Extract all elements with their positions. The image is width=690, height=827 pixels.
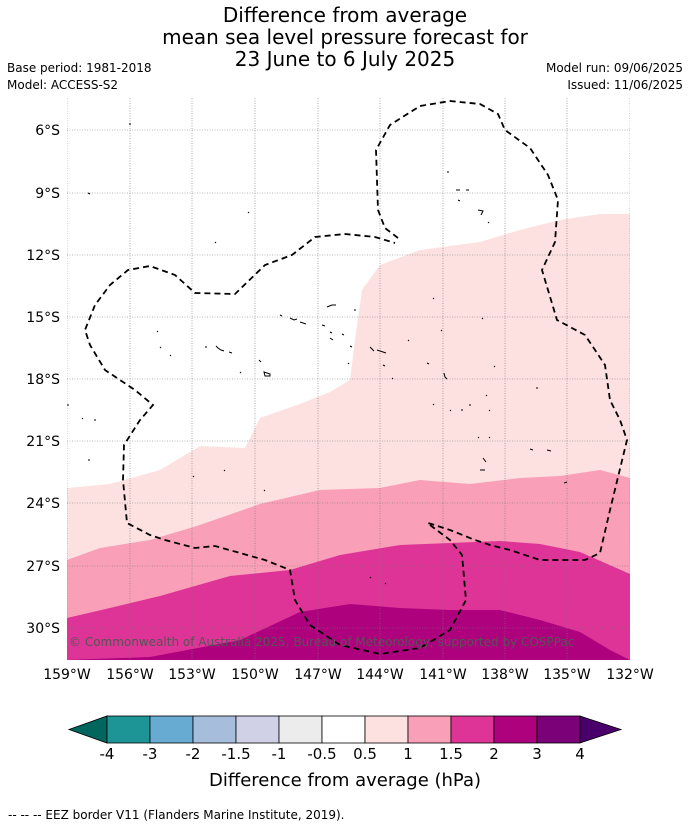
lat-tick-label: 30°S: [26, 621, 60, 637]
longitude-labels: 159°W 156°W 153°W 150°W 147°W 144°W 141°W 138°W…: [43, 667, 654, 683]
colorbar-segment: [235, 715, 280, 744]
lon-tick-label: 156°W: [106, 667, 154, 683]
colorbar-segment: [321, 715, 366, 744]
model-name: Model: ACCESS-S2: [7, 78, 119, 92]
colorbar-title: Difference from average (hPa): [208, 770, 482, 791]
colorbar-tick-label: 2: [489, 745, 499, 763]
colorbar-tick-label: -2: [185, 745, 201, 763]
band-2-to-3: [67, 604, 630, 660]
issued-date: Issued: 11/06/2025: [567, 78, 683, 92]
colorbar-segment: [149, 715, 194, 744]
colorbar-tick-label: -1.5: [221, 745, 251, 763]
eez-borders: [84, 100, 628, 655]
colorbar-segment: [364, 715, 409, 744]
title-line-2: mean sea level pressure forecast for: [162, 25, 528, 49]
lat-tick-label: 6°S: [35, 123, 60, 139]
lat-tick-label: 24°S: [26, 496, 60, 512]
map-body: © Commonwealth of Australia 2025, Bureau…: [67, 98, 630, 660]
colorbar-over-arrow: [579, 715, 623, 744]
colorbar-segment: [450, 715, 495, 744]
islands: [67, 123, 568, 585]
colorbar-segment: [278, 715, 323, 744]
colorbar-tick-label: -4: [99, 745, 115, 763]
lon-tick-label: 138°W: [481, 667, 529, 683]
colorbar: [67, 715, 623, 744]
colorbar-segment: [407, 715, 452, 744]
lon-tick-label: 144°W: [356, 667, 404, 683]
colorbar-tick-label: 4: [575, 745, 585, 763]
title-line-3: 23 June to 6 July 2025: [234, 47, 456, 71]
base-period: Base period: 1981-2018: [7, 61, 152, 75]
lat-tick-label: 15°S: [26, 310, 60, 326]
colorbar-segment: [536, 715, 581, 744]
colorbar-under-arrow: [67, 715, 108, 744]
colorbar-segment: [192, 715, 237, 744]
colorbar-segment: [493, 715, 538, 744]
colorbar-tick-label: 3: [532, 745, 542, 763]
lat-tick-label: 18°S: [26, 372, 60, 388]
lat-tick-label: 12°S: [26, 248, 60, 264]
copyright-notice: © Commonwealth of Australia 2025, Bureau…: [69, 635, 574, 649]
lon-tick-label: 147°W: [294, 667, 342, 683]
colorbar-tick-label: 1: [403, 745, 413, 763]
latitude-labels: 6°S 9°S 12°S 15°S 18°S 21°S 24°S 27°S 30°S: [26, 123, 60, 637]
lat-tick-label: 27°S: [26, 559, 60, 575]
lon-tick-label: 153°W: [168, 667, 216, 683]
model-run: Model run: 09/06/2025: [545, 61, 683, 75]
colorbar-tick-label: 0.5: [353, 745, 377, 763]
lat-tick-label: 9°S: [35, 186, 60, 202]
colorbar-segment: [106, 715, 151, 744]
title-line-1: Difference from average: [222, 3, 468, 27]
lon-tick-label: 135°W: [543, 667, 591, 683]
colorbar-tick-label: 1.5: [439, 745, 463, 763]
lon-tick-label: 141°W: [419, 667, 467, 683]
lat-tick-label: 21°S: [26, 434, 60, 450]
colorbar-tick-label: -3: [142, 745, 158, 763]
colorbar-tick-label: -1: [271, 745, 287, 763]
lon-tick-label: 150°W: [231, 667, 279, 683]
graticule: [67, 98, 630, 660]
eez-footnote: -- -- -- EEZ border V11 (Flanders Marine…: [8, 808, 345, 822]
lon-tick-label: 132°W: [606, 667, 654, 683]
lon-tick-label: 159°W: [43, 667, 91, 683]
colorbar-tick-label: -0.5: [307, 745, 337, 763]
